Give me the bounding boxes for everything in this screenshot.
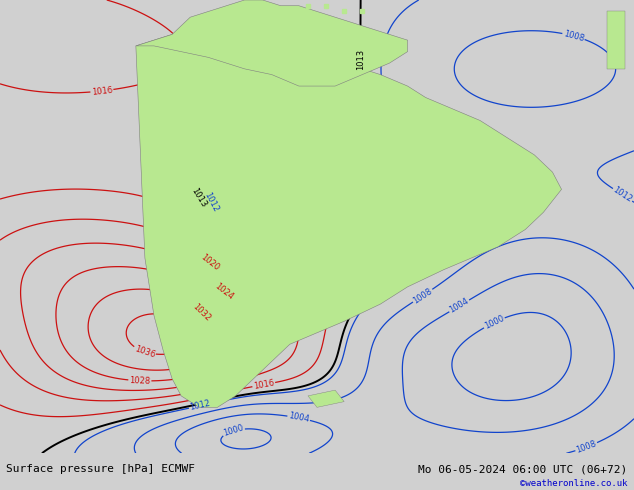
Text: 1020: 1020 — [199, 252, 221, 272]
Text: ©weatheronline.co.uk: ©weatheronline.co.uk — [520, 479, 628, 488]
Text: 1036: 1036 — [133, 344, 156, 360]
Text: 1028: 1028 — [129, 376, 150, 386]
Polygon shape — [308, 390, 344, 407]
Polygon shape — [607, 11, 625, 69]
Text: Surface pressure [hPa] ECMWF: Surface pressure [hPa] ECMWF — [6, 465, 195, 474]
Text: 1004: 1004 — [288, 412, 310, 424]
Text: 1012: 1012 — [202, 191, 220, 214]
Text: 1013: 1013 — [190, 187, 208, 209]
Text: 1013: 1013 — [356, 49, 365, 71]
Text: Mo 06-05-2024 06:00 UTC (06+72): Mo 06-05-2024 06:00 UTC (06+72) — [418, 465, 628, 474]
Text: 1016: 1016 — [91, 85, 113, 97]
Text: 1008: 1008 — [562, 29, 585, 43]
Text: 1024: 1024 — [213, 282, 235, 302]
Text: 1008: 1008 — [575, 439, 598, 455]
Text: 1000: 1000 — [223, 423, 245, 439]
Text: 1008: 1008 — [411, 286, 434, 305]
Text: 1012: 1012 — [611, 185, 634, 204]
Text: 1016: 1016 — [252, 378, 275, 391]
Polygon shape — [136, 0, 408, 86]
Text: 1032: 1032 — [191, 302, 212, 323]
Polygon shape — [136, 29, 562, 407]
Text: 1004: 1004 — [448, 296, 470, 315]
Text: 1012: 1012 — [189, 399, 211, 413]
Text: 1000: 1000 — [482, 314, 505, 331]
